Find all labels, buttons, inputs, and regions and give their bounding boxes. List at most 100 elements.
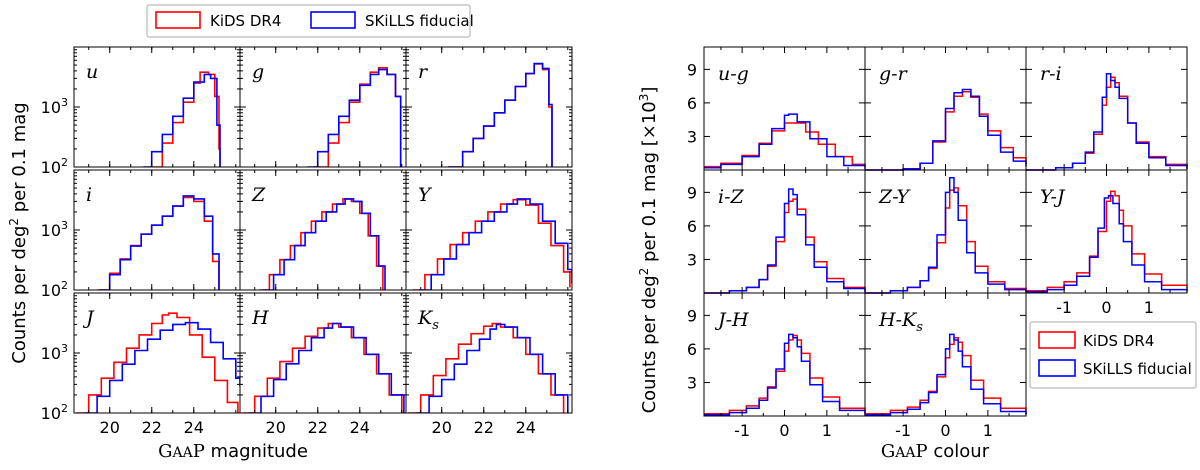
mag-panel-H: 20 22 24 H [239, 292, 407, 437]
mag-panel-frame [73, 46, 241, 168]
mag-panel-label: i [86, 184, 92, 206]
legend-right-skills-label: SKiLLS fiducial [1083, 360, 1192, 378]
colour-panel-label: J-H [714, 309, 749, 331]
colour-y-tick-label: 3 [687, 127, 697, 146]
colour-panel-label: g-r [879, 63, 909, 85]
mag-panel-label: g [252, 61, 264, 83]
right-y-axis-label: Counts per deg2 per 0.1 mag [×103] [637, 87, 660, 414]
colour-x-tick-label: -1 [895, 421, 911, 440]
legend-left-kids-swatch [155, 11, 201, 29]
colour-series-u-g-kids [704, 122, 866, 168]
colour-panel-label: i-Z [718, 186, 744, 208]
colour-series-r-i-skills [1026, 73, 1188, 171]
mag-series-u-kids [149, 71, 221, 167]
mag-y-tick-label: 102 [41, 402, 68, 423]
colour-panel-H-Ks: -1 0 1 H-Ks [864, 292, 1027, 440]
colour-x-tick-label: -1 [734, 421, 750, 440]
colour-series-u-g-skills [704, 113, 866, 169]
colour-series-i-Z-skills [704, 188, 866, 294]
mag-panel-frame [239, 46, 407, 168]
mag-panel-label: Z [251, 184, 266, 206]
legend-left: KiDS DR4 SKiLLS fiducial [146, 4, 474, 38]
mag-panel-label: r [418, 61, 429, 83]
mag-panel-frame [405, 169, 573, 291]
colour-x-tick-label: 0 [779, 421, 789, 440]
colour-y-tick-label: 3 [687, 373, 697, 392]
mag-series-J-skills [84, 321, 240, 413]
colour-y-tick-label: 6 [687, 217, 697, 236]
mag-x-tick-label: 24 [350, 418, 370, 437]
colour-panel-grid: 3 6 9 u-g g-r r-i 3 6 9 i-Z Z-Y -1 0 1 Y-J 3 6 9 -1 0 1 J-H -1… [687, 46, 1188, 440]
mag-panel-Y: Y [405, 169, 573, 291]
colour-panel-J-H: 3 6 9 -1 0 1 J-H [687, 292, 866, 440]
colour-series-Y-J-kids [1026, 190, 1188, 292]
mag-panel-Z: Z [239, 169, 407, 291]
legend-right: KiDS DR4 SKiLLS fiducial [1029, 321, 1197, 389]
left-x-axis-label: GAAP magnitude [158, 441, 308, 462]
colour-panel-u-g: 3 6 9 u-g [687, 46, 866, 171]
colour-panel-label: Y-J [1040, 186, 1066, 208]
mag-x-tick-label: 20 [100, 418, 120, 437]
mag-series-i-skills [99, 195, 220, 290]
colour-series-Y-J-skills [1026, 194, 1188, 293]
colour-panel-g-r: g-r [864, 46, 1027, 171]
legend-left-frame [146, 4, 471, 38]
mag-x-tick-label: 22 [308, 418, 328, 437]
mag-series-u-skills [143, 73, 221, 167]
colour-x-tick-label: 0 [1101, 298, 1111, 317]
colour-y-tick-label: 6 [687, 340, 697, 359]
mag-panel-label: u [86, 61, 98, 83]
legend-right-kids-swatch [1038, 331, 1076, 349]
mag-series-H-skills [248, 322, 405, 413]
legend-right-frame [1029, 321, 1197, 389]
colour-y-tick-label: 9 [687, 306, 697, 325]
legend-right-kids-label: KiDS DR4 [1083, 332, 1154, 350]
colour-series-Z-Y-skills [865, 177, 1027, 294]
mag-series-Ks-skills [416, 323, 569, 413]
mag-x-tick-label: 24 [516, 418, 536, 437]
mag-series-J-kids [76, 312, 239, 413]
colour-x-tick-label: -1 [1056, 298, 1072, 317]
mag-series-i-kids [97, 196, 220, 290]
mag-panel-u: 102 103 u [41, 46, 241, 177]
mag-panel-label: Y [418, 184, 433, 206]
mag-panel-r: r [405, 46, 573, 168]
mag-panel-label: Ks [417, 307, 439, 333]
colour-panel-Y-J: -1 0 1 Y-J [1025, 169, 1188, 317]
colour-panel-Z-Y: Z-Y [864, 169, 1027, 294]
mag-x-tick-label: 22 [474, 418, 494, 437]
colour-y-tick-label: 3 [687, 250, 697, 269]
mag-series-Z-skills [263, 198, 386, 290]
legend-left-kids-label: KiDS DR4 [210, 12, 281, 30]
colour-series-g-r-skills [865, 88, 1027, 171]
mag-x-tick-label: 24 [184, 418, 204, 437]
mag-y-tick-label: 103 [41, 219, 68, 240]
left-y-axis-label: Counts per deg2 per 0.1 mag [7, 102, 30, 363]
mag-x-tick-label: 20 [432, 418, 452, 437]
mag-panel-Ks: 20 22 24 Ks [405, 292, 573, 437]
colour-panel-label: u-g [718, 63, 749, 85]
mag-panel-label: J [82, 307, 95, 329]
legend-left-skills-label: SKiLLS fiducial [365, 12, 474, 30]
colour-panel-label: H-Ks [878, 309, 923, 335]
mag-panel-i: 102 103 i [41, 169, 241, 300]
colour-series-H-Ks-skills [865, 333, 1027, 416]
colour-panel-i-Z: 3 6 9 i-Z [687, 169, 866, 294]
colour-x-tick-label: 1 [822, 421, 832, 440]
mag-panel-g: g [239, 46, 407, 168]
legend-left-skills-swatch [310, 11, 356, 29]
mag-series-g-skills [307, 68, 402, 167]
mag-panel-frame [73, 169, 241, 291]
mag-panel-frame [405, 46, 573, 168]
mag-panel-J: 102 103 20 22 24 J [41, 292, 241, 437]
mag-x-tick-label: 20 [266, 418, 286, 437]
mag-panel-label: H [251, 307, 269, 329]
mag-series-Y-kids [412, 198, 571, 290]
mag-x-tick-label: 22 [142, 418, 162, 437]
mag-series-r-skills [448, 62, 553, 167]
colour-series-J-H-skills [704, 333, 866, 416]
legend-right-skills-swatch [1038, 359, 1076, 377]
colour-y-tick-label: 9 [687, 183, 697, 202]
mag-series-Ks-kids [408, 322, 565, 413]
